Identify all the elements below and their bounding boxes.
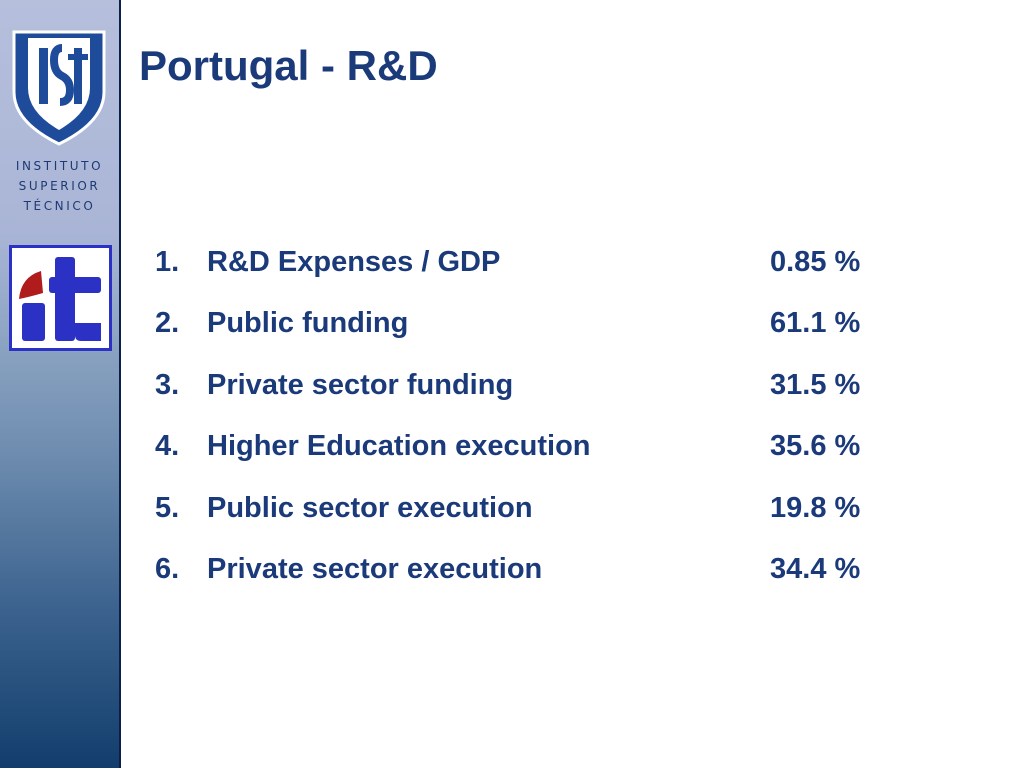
item-value: 0.85 %: [770, 246, 861, 278]
list-item: 2. Public funding 61.1 %: [155, 307, 915, 368]
institution-line-3: TÉCNICO: [23, 199, 96, 213]
item-number: 3.: [155, 368, 180, 401]
list-item: 3. Private sector funding 31.5 %: [155, 369, 915, 430]
sidebar: INSTITUTO SUPERIOR TÉCNICO: [0, 0, 121, 768]
it-logo: [9, 245, 112, 351]
item-value: 31.5 %: [770, 368, 861, 401]
item-value: 19.8 %: [770, 491, 861, 524]
ist-shield-logo: [12, 30, 106, 146]
list-item: 5. Public sector execution 19.8 %: [155, 492, 915, 553]
institution-line-2: SUPERIOR: [18, 179, 101, 193]
item-label: Public funding: [207, 307, 409, 340]
item-value: 61.1 %: [770, 307, 861, 340]
item-value: 35.6 %: [770, 430, 861, 463]
institution-line-1: INSTITUTO: [15, 159, 104, 173]
item-label: Public sector execution: [207, 491, 533, 524]
item-value: 34.4 %: [770, 552, 861, 585]
item-label: Private sector execution: [207, 552, 543, 585]
slide-title: Portugal - R&D: [139, 42, 438, 89]
item-number: 4.: [155, 430, 180, 463]
list-item: 1. R&D Expenses / GDP 0.85 %: [155, 246, 915, 307]
list-item: 4. Higher Education execution 35.6 %: [155, 430, 915, 491]
list-item: 6. Private sector execution 34.4 %: [155, 553, 915, 614]
rd-statistics-list: 1. R&D Expenses / GDP 0.85 % 2. Public f…: [155, 246, 915, 614]
item-number: 1.: [155, 246, 180, 278]
item-label: R&D Expenses / GDP: [207, 246, 501, 278]
item-number: 5.: [155, 491, 180, 524]
item-number: 2.: [155, 307, 180, 340]
item-label: Higher Education execution: [207, 430, 591, 463]
item-label: Private sector funding: [207, 368, 514, 401]
item-number: 6.: [155, 552, 180, 585]
